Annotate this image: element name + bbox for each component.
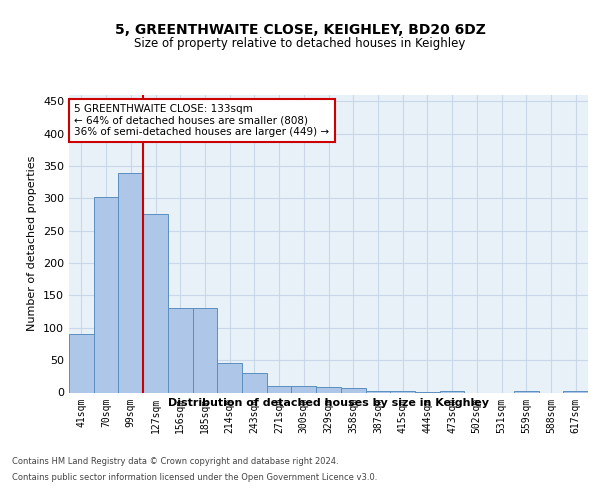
Y-axis label: Number of detached properties: Number of detached properties	[28, 156, 37, 332]
Bar	[341, 388, 365, 392]
Text: Distribution of detached houses by size in Keighley: Distribution of detached houses by size …	[168, 398, 490, 407]
Bar	[292, 386, 316, 392]
Bar	[267, 386, 292, 392]
Bar	[365, 390, 390, 392]
Bar	[316, 388, 341, 392]
Bar	[440, 390, 464, 392]
Bar	[193, 308, 217, 392]
Bar	[563, 390, 588, 392]
Text: 5, GREENTHWAITE CLOSE, KEIGHLEY, BD20 6DZ: 5, GREENTHWAITE CLOSE, KEIGHLEY, BD20 6D…	[115, 22, 485, 36]
Bar	[217, 363, 242, 392]
Bar	[168, 308, 193, 392]
Bar	[69, 334, 94, 392]
Text: Size of property relative to detached houses in Keighley: Size of property relative to detached ho…	[134, 38, 466, 51]
Text: Contains public sector information licensed under the Open Government Licence v3: Contains public sector information licen…	[12, 472, 377, 482]
Bar	[242, 373, 267, 392]
Text: 5 GREENTHWAITE CLOSE: 133sqm
← 64% of detached houses are smaller (808)
36% of s: 5 GREENTHWAITE CLOSE: 133sqm ← 64% of de…	[74, 104, 329, 137]
Bar	[143, 214, 168, 392]
Bar	[390, 390, 415, 392]
Text: Contains HM Land Registry data © Crown copyright and database right 2024.: Contains HM Land Registry data © Crown c…	[12, 458, 338, 466]
Bar	[118, 172, 143, 392]
Bar	[514, 390, 539, 392]
Bar	[94, 196, 118, 392]
